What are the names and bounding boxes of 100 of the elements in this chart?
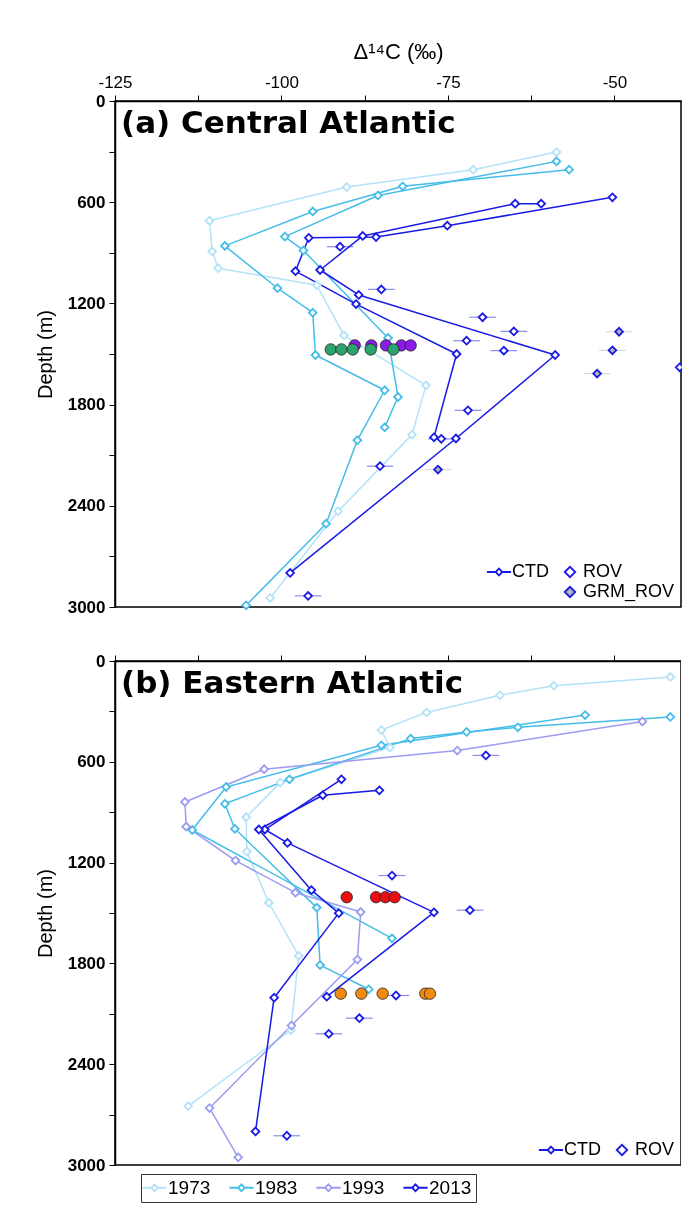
legend-label: 1973	[168, 1176, 211, 1198]
point	[335, 241, 345, 252]
point	[379, 385, 390, 396]
point	[339, 330, 349, 341]
point	[284, 774, 295, 785]
point	[213, 263, 223, 273]
y-tick-label: 3000	[67, 597, 106, 617]
y-tick-label: 600	[77, 752, 106, 772]
point	[379, 422, 390, 433]
point	[451, 349, 462, 359]
point	[333, 908, 344, 918]
point	[468, 164, 479, 175]
point	[340, 891, 353, 904]
y-tick-label: 0	[96, 91, 106, 111]
point	[207, 246, 217, 257]
point	[303, 591, 313, 601]
point	[298, 245, 309, 256]
point	[323, 1029, 334, 1039]
y-tick-label: 3000	[67, 1155, 106, 1175]
point	[272, 283, 283, 293]
x-axis-title: Δ¹⁴C (‰)	[353, 38, 444, 64]
point	[463, 405, 473, 416]
point	[265, 593, 275, 603]
point	[250, 1126, 261, 1137]
point	[551, 156, 562, 167]
point	[230, 824, 240, 834]
point	[375, 461, 385, 471]
point	[221, 782, 231, 792]
point	[373, 190, 383, 201]
point	[393, 392, 403, 402]
point	[513, 722, 523, 733]
point	[264, 897, 274, 908]
point	[241, 812, 251, 823]
point	[674, 362, 682, 373]
point	[452, 745, 463, 756]
point	[499, 345, 509, 356]
point	[495, 690, 505, 701]
point	[510, 198, 520, 209]
legend-label: 2013	[429, 1176, 472, 1198]
point	[183, 1101, 194, 1111]
point	[391, 990, 401, 1001]
point	[536, 198, 546, 209]
point	[376, 725, 387, 735]
y-tick-label: 2400	[67, 496, 106, 516]
point	[346, 343, 359, 356]
point	[551, 147, 562, 157]
point	[371, 232, 381, 242]
legend-label: ROV	[635, 1139, 675, 1159]
point	[310, 350, 321, 360]
point	[387, 870, 397, 881]
point	[407, 429, 417, 440]
point	[509, 326, 519, 337]
y-tick-label: 600	[77, 192, 106, 212]
point	[665, 672, 676, 682]
point	[376, 987, 389, 1000]
point	[592, 368, 602, 379]
point	[315, 960, 325, 970]
point	[254, 824, 264, 835]
legend-label: CTD	[564, 1139, 601, 1159]
point	[388, 891, 401, 904]
point	[355, 987, 368, 1000]
y-tick-label: 1800	[67, 953, 106, 973]
point	[187, 825, 198, 835]
point	[321, 518, 331, 529]
point	[429, 907, 439, 918]
point	[181, 821, 192, 832]
point	[286, 1020, 297, 1031]
point	[374, 785, 385, 796]
point	[233, 1152, 243, 1163]
point	[465, 905, 475, 915]
point	[421, 380, 431, 391]
point	[436, 434, 447, 444]
legend-label: CTD	[512, 561, 549, 581]
chart-title: (a) Central Atlantic	[121, 104, 456, 140]
point	[220, 241, 230, 251]
point	[290, 887, 301, 898]
point	[461, 727, 472, 737]
point	[404, 339, 417, 352]
point	[280, 231, 290, 242]
point	[387, 933, 397, 944]
point	[477, 312, 488, 322]
point	[385, 742, 395, 753]
point	[311, 902, 322, 913]
point	[614, 326, 624, 337]
point	[306, 885, 317, 895]
point	[220, 799, 230, 809]
point	[607, 345, 618, 356]
point	[307, 206, 318, 217]
point	[549, 680, 559, 691]
point	[321, 991, 332, 1002]
point	[282, 838, 293, 848]
y-tick-label: 1200	[67, 853, 106, 873]
y-tick-label: 1800	[67, 395, 106, 415]
point	[307, 307, 318, 318]
point	[269, 992, 279, 1003]
y-tick-label: 2400	[67, 1054, 106, 1074]
point	[353, 290, 364, 300]
point	[665, 712, 676, 722]
point	[294, 951, 304, 961]
y-tick-label: 0	[96, 651, 106, 671]
